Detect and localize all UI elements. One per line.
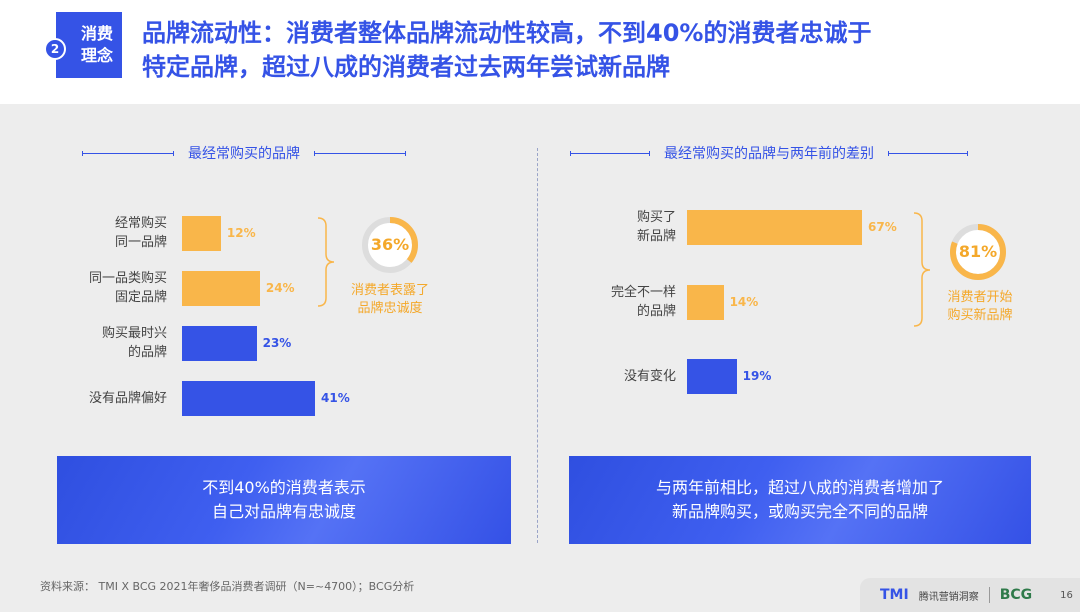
source-note: 资料来源： TMI X BCG 2021年奢侈品消费者调研（N=~4700）；B…: [40, 580, 415, 593]
right-value-label: 19%: [742, 369, 772, 383]
right-category-label: 完全不一样 的品牌: [610, 285, 676, 319]
left-banner-line1: 不到40%的消费者表示: [202, 478, 366, 497]
left-value-label: 12%: [226, 226, 256, 240]
left-bar: [182, 326, 257, 361]
left-ring-caption-line1: 消费者表露了: [350, 283, 429, 298]
left-bracket: [317, 217, 335, 307]
page-number: 16: [1060, 589, 1073, 601]
page-title-line1: 品牌流动性：消费者整体品牌流动性较高，不到40%的消费者忠诚于: [142, 19, 872, 47]
section-tag-line2: 理念: [80, 46, 113, 65]
right-value-label: 14%: [729, 295, 759, 309]
left-banner-text: 不到40%的消费者表示 自己对品牌有忠诚度: [202, 476, 366, 524]
section-number-badge: 2: [44, 38, 66, 60]
section-tag: 2 消费 理念: [44, 12, 122, 78]
right-ring-progress: [950, 224, 1006, 280]
left-value-label: 24%: [265, 281, 295, 295]
tmi-name: 腾讯营销洞察: [918, 591, 979, 603]
right-ring-value: 81%: [958, 242, 998, 261]
right-bar: [687, 210, 862, 245]
right-bar: [687, 359, 737, 394]
left-bar: [182, 216, 221, 251]
left-chart-title: 最经常购买的品牌: [82, 143, 406, 163]
left-banner-line2: 自己对品牌有忠诚度: [211, 502, 356, 521]
right-category-label: 没有变化: [623, 368, 676, 384]
right-ring-caption: 消费者开始 购买新品牌: [930, 289, 1030, 325]
left-ring-caption-line2: 品牌忠诚度: [357, 301, 423, 316]
left-summary-banner: 不到40%的消费者表示 自己对品牌有忠诚度: [57, 456, 511, 544]
left-category-label: 经常购买 同一品牌: [114, 216, 167, 250]
right-ring-caption-line2: 购买新品牌: [947, 308, 1013, 323]
right-chart-title-text: 最经常购买的品牌与两年前的差别: [664, 146, 874, 162]
right-bracket: [913, 212, 931, 327]
section-tag-line1: 消费: [80, 24, 113, 43]
left-category-label: 没有品牌偏好: [88, 390, 167, 406]
left-value-label: 23%: [262, 336, 292, 350]
left-category-label: 同一品类购买 固定品牌: [88, 271, 167, 305]
title-rule-right: [888, 150, 968, 156]
right-chart-title: 最经常购买的品牌与两年前的差别: [570, 143, 968, 163]
left-bar: [182, 271, 260, 306]
bcg-logo: BCG: [988, 587, 1032, 603]
title-rule-right: [314, 150, 406, 156]
title-rule-left: [82, 150, 174, 156]
right-ring-caption-line1: 消费者开始: [947, 290, 1013, 305]
page-title-line2: 特定品牌，超过八成的消费者过去两年尝试新品牌: [142, 53, 670, 81]
left-value-label: 41%: [321, 391, 350, 405]
left-chart-title-text: 最经常购买的品牌: [188, 146, 300, 162]
right-category-label: 购买了 新品牌: [636, 210, 676, 244]
left-ring-progress: [362, 217, 418, 273]
right-bar: [687, 285, 724, 320]
right-banner-line1: 与两年前相比，超过八成的消费者增加了: [655, 478, 944, 497]
right-banner-line2: 新品牌购买，或购买完全不同的品牌: [671, 502, 928, 521]
left-ring-caption: 消费者表露了 品牌忠诚度: [340, 282, 440, 318]
right-summary-banner: 与两年前相比，超过八成的消费者增加了 新品牌购买，或购买完全不同的品牌: [569, 456, 1031, 544]
panel-divider: [537, 148, 538, 543]
right-value-label: 67%: [868, 220, 897, 234]
right-banner-text: 与两年前相比，超过八成的消费者增加了 新品牌购买，或购买完全不同的品牌: [656, 476, 944, 524]
page-title: 品牌流动性：消费者整体品牌流动性较高，不到40%的消费者忠诚于 特定品牌，超过八…: [142, 16, 1042, 84]
header: 2 消费 理念 品牌流动性：消费者整体品牌流动性较高，不到40%的消费者忠诚于 …: [0, 0, 1080, 104]
left-category-label: 购买最时兴 的品牌: [101, 326, 167, 360]
left-ring-value: 36%: [370, 235, 410, 254]
tmi-logo: TMI: [880, 587, 909, 603]
title-rule-left: [570, 150, 650, 156]
left-bar: [182, 381, 315, 416]
footer-logos: TMI 腾讯营销洞察 BCG 16: [860, 578, 1080, 612]
